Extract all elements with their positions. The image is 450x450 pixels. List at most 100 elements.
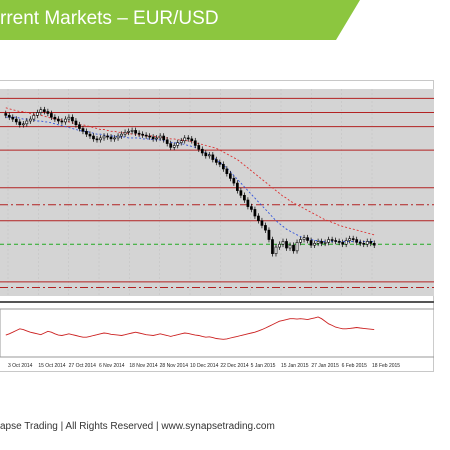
candle-body bbox=[116, 135, 120, 139]
candle-body bbox=[155, 137, 159, 140]
candle-body bbox=[141, 133, 144, 136]
candle-body bbox=[327, 239, 330, 243]
candle-body bbox=[32, 115, 36, 120]
candle-body bbox=[28, 118, 32, 122]
candle-body bbox=[207, 154, 211, 157]
candle-body bbox=[106, 135, 109, 138]
indicator-plot-area bbox=[0, 308, 434, 358]
candle-body bbox=[92, 135, 95, 140]
candle-body bbox=[39, 109, 43, 113]
candle-body bbox=[355, 239, 359, 243]
x-tick-label: 5 Jan 2015 bbox=[251, 363, 276, 369]
candle-body bbox=[197, 145, 201, 150]
candle-body bbox=[7, 115, 11, 118]
candle-body bbox=[21, 123, 25, 126]
candle-body bbox=[323, 242, 327, 244]
candle-body bbox=[53, 116, 57, 120]
candle-body bbox=[288, 244, 292, 249]
candle-body bbox=[285, 241, 288, 249]
candle-body bbox=[130, 130, 134, 132]
candle-body bbox=[204, 152, 208, 157]
candle-body bbox=[264, 225, 267, 231]
candle-body bbox=[158, 135, 162, 139]
candle-body bbox=[243, 195, 246, 201]
x-tick-label: 18 Nov 2014 bbox=[129, 363, 158, 369]
candle-body bbox=[99, 137, 102, 141]
candle-body bbox=[57, 118, 60, 122]
title-banner: rrent Markets – EUR/USD bbox=[0, 0, 450, 40]
candle-body bbox=[113, 137, 116, 140]
candle-body bbox=[295, 242, 299, 252]
x-tick-label: 27 Oct 2014 bbox=[69, 363, 96, 369]
candle-body bbox=[85, 131, 88, 135]
indicator-line bbox=[5, 316, 375, 340]
candle-body bbox=[200, 148, 204, 154]
candle-body bbox=[50, 113, 53, 118]
ma-slow-line bbox=[5, 107, 375, 236]
candle-body bbox=[74, 120, 78, 126]
candle-body bbox=[334, 240, 337, 242]
candle-body bbox=[172, 145, 176, 148]
x-tick-label: 27 Jan 2015 bbox=[311, 363, 339, 369]
candle-body bbox=[14, 118, 18, 123]
candle-body bbox=[211, 154, 215, 160]
candle-body bbox=[190, 138, 194, 142]
candle-body bbox=[60, 120, 64, 123]
x-tick-label: 18 Feb 2015 bbox=[372, 363, 400, 369]
candle-body bbox=[127, 131, 130, 133]
candle-body bbox=[236, 182, 239, 191]
candle-body bbox=[165, 139, 169, 144]
candle-body bbox=[302, 237, 306, 240]
candle-body bbox=[225, 168, 229, 174]
candle-body bbox=[144, 134, 148, 137]
candle-body bbox=[365, 241, 369, 245]
candle-body bbox=[43, 109, 46, 112]
candle-body bbox=[372, 243, 376, 246]
candle-body bbox=[95, 138, 99, 141]
candle-body bbox=[337, 241, 341, 243]
candle-body bbox=[176, 142, 180, 146]
candle-body bbox=[64, 118, 67, 123]
candle-body bbox=[309, 240, 313, 246]
candle-body bbox=[358, 242, 362, 244]
x-tick-label: 3 Oct 2014 bbox=[8, 363, 33, 369]
candle-body bbox=[102, 135, 106, 139]
candle-body bbox=[278, 243, 281, 248]
candle-body bbox=[281, 241, 285, 245]
candle-body bbox=[35, 112, 39, 116]
candle-body bbox=[260, 220, 264, 226]
candle-body bbox=[123, 131, 127, 135]
candle-body bbox=[250, 206, 253, 210]
candle-body bbox=[348, 238, 352, 241]
candle-body bbox=[232, 178, 236, 184]
candle-body bbox=[299, 239, 302, 243]
candle-body bbox=[214, 159, 218, 163]
x-tick-label: 15 Jan 2015 bbox=[281, 363, 309, 369]
candle-body bbox=[341, 242, 345, 245]
candle-body bbox=[257, 215, 260, 222]
candle-body bbox=[313, 243, 316, 246]
candle-body bbox=[183, 137, 187, 142]
candle-body bbox=[218, 162, 222, 165]
candle-body bbox=[71, 116, 74, 122]
candle-body bbox=[369, 241, 373, 244]
candle-body bbox=[330, 239, 334, 241]
candle-body bbox=[151, 136, 155, 140]
candle-body bbox=[162, 135, 166, 141]
candle-body bbox=[362, 243, 366, 245]
chart-panel: 3 Oct 2014 15 Oct 2014 27 Oct 2014 6 Nov 20… bbox=[0, 80, 434, 372]
candle-body bbox=[351, 238, 355, 240]
candle-body bbox=[18, 121, 22, 126]
candle-body bbox=[271, 239, 274, 254]
candle-body bbox=[246, 199, 250, 207]
banner-shape bbox=[0, 0, 360, 40]
candle-body bbox=[120, 133, 123, 137]
candle-body bbox=[179, 140, 183, 143]
candle-body bbox=[239, 190, 243, 196]
candle-body bbox=[148, 135, 151, 138]
candle-body bbox=[221, 163, 225, 170]
candle-body bbox=[11, 116, 15, 120]
candle-body bbox=[193, 140, 197, 146]
page-title: rrent Markets – EUR/USD bbox=[0, 8, 219, 29]
price-chart: 3 Oct 2014 15 Oct 2014 27 Oct 2014 6 Nov 20… bbox=[0, 89, 434, 369]
